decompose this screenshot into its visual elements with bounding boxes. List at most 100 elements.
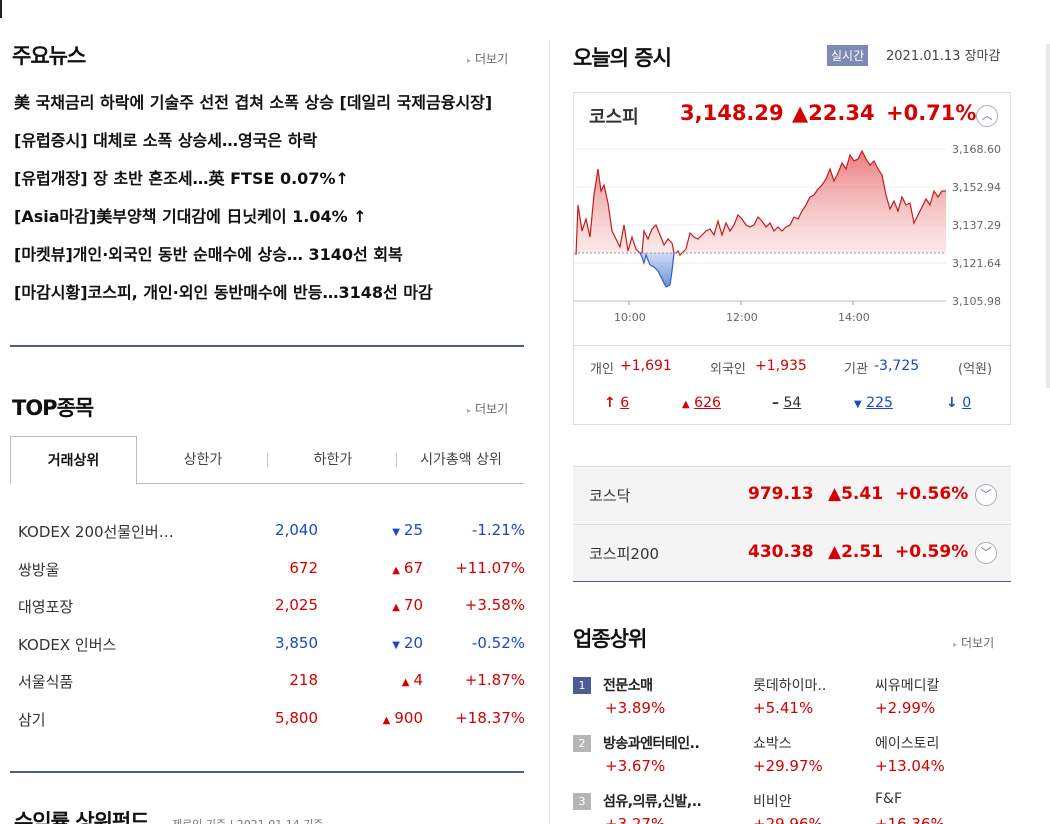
news-item[interactable]: [유럽증시] 대체로 소폭 상승세…영국은 하락 [14,131,318,150]
rise-count[interactable]: ▲ 626 [682,395,721,411]
unit-label: (억원) [958,362,993,377]
x-tick: 12:00 [726,311,758,324]
stock-name[interactable]: 씨유메디칼 [875,678,940,694]
index-list: 코스닥 979.13 ▲5.41 +0.56% ﹀ 코스피200 430.38 … [573,466,1011,582]
foreign-label: 외국인 [710,362,746,377]
right-column: 오늘의 증시 실시간 2021.01.13 장마감 코스피 3,148.29 ▲… [573,0,1013,824]
tab-market-cap[interactable]: 시가총액 상위 [420,452,502,468]
triangle-down-icon: ▼ [392,527,400,538]
industry-row[interactable]: 2 방송과엔터테인.. +3.67% 쇼박스 +29.97% 에이스토리 +13… [573,731,1013,791]
top-more-link[interactable]: ▸ 더보기 [467,402,509,416]
expand-button[interactable]: ﹀ [975,542,997,564]
stock-rate: +29.97% [753,757,823,775]
triangle-up-icon: ▲ [392,602,400,613]
lower-limit-count[interactable]: ↓ 0 [946,395,972,411]
table-row[interactable]: 대영포장 2,025 ▲ 70 +3.58% [18,592,528,630]
stock-change: ▲ 67 [392,558,423,577]
stock-name[interactable]: F&F [875,791,903,807]
stock-change: ▲ 4 [401,671,423,689]
index-name: 코스피200 [589,545,660,563]
chevron-right-icon: ▸ [467,406,472,415]
news-item[interactable]: [마감시황]코스피, 개인·외인 동반매수에 반등…3148선 마감 [14,283,433,302]
stock-price: 2,025 [275,596,318,614]
news-title: 주요뉴스 [12,44,86,68]
triangle-down-icon: ▼ [854,399,862,410]
chart-line-down [639,252,675,288]
y-tick: 3,121.64 [952,257,1001,270]
stock-price: 2,040 [275,521,318,539]
table-row[interactable]: 삼기 5,800 ▲ 900 +18.37% [18,705,528,743]
index-row-kospi200[interactable]: 코스피200 430.38 ▲2.51 +0.59% ﹀ [573,524,1011,581]
index-rate: +0.56% [895,484,969,504]
index-change: ▲5.41 [828,484,884,504]
industry-row[interactable]: 3 섬유,의류,신발,.. +3.27% 비비안 +29.96% F&F +16… [573,789,1013,824]
kospi-chart: 3,168.60 3,152.94 3,137.29 3,121.64 3,10… [574,143,1001,324]
tab-separator [396,453,397,467]
news-item[interactable]: [Asia마감]美부양책 기대감에 日닛케이 1.04% ↑ [14,207,367,226]
news-item[interactable]: 美 국채금리 하락에 기술주 선전 겹쳐 소폭 상승 [데일리 국제금융시장] [14,93,493,112]
fall-count[interactable]: ▼ 225 [854,395,893,411]
industry-rate: +3.27% [605,815,666,824]
stock-change: ▼ 20 [392,633,423,652]
chevron-down-icon: ﹀ [980,488,992,501]
chevron-up-icon: ︿ [981,109,993,122]
y-tick: 3,105.98 [952,295,1001,308]
news-more-link[interactable]: ▸ 더보기 [467,52,509,66]
industry-row[interactable]: 1 전문소매 +3.89% 롯데하이마.. +5.41% 씨유메디칼 +2.99… [573,673,1013,733]
triangle-up-icon: ▲ [682,399,690,410]
flat-count[interactable]: – 54 [772,395,802,411]
stock-name[interactable]: 쇼박스 [753,736,792,752]
collapse-button[interactable]: ︿ [976,105,998,127]
triangle-up-icon: ▲ [392,564,400,576]
top-title: TOP종목 [12,396,94,420]
dash-icon: – [772,395,779,411]
news-item[interactable]: [유럽개장] 장 초반 혼조세…英 FTSE 0.07%↑ [14,169,349,188]
individual-value: +1,691 [620,358,672,374]
edge-bar [0,0,2,18]
industry-name: 섬유,의류,신발,.. [603,794,702,810]
top-tabs: 거래상위 상한가 하한가 시가총액 상위 [10,436,524,485]
industry-rate: +3.89% [605,699,666,717]
tab-volume[interactable]: 거래상위 [10,436,137,485]
stock-name: 서울식품 [18,673,74,691]
upper-limit-count[interactable]: ↑ 6 [604,395,630,411]
index-value: 979.13 [748,484,814,504]
stock-name[interactable]: 에이스토리 [875,736,940,752]
chevron-right-icon: ▸ [953,640,958,649]
y-tick: 3,168.60 [952,143,1001,156]
stock-rate: +11.07% [455,558,525,577]
expand-button[interactable]: ﹀ [975,484,997,506]
index-value: 430.38 [748,542,814,562]
stock-rate: +2.99% [875,699,936,717]
index-row-kosdaq[interactable]: 코스닥 979.13 ▲5.41 +0.56% ﹀ [573,467,1011,524]
stock-price: 3,850 [275,633,318,652]
industry-name: 전문소매 [603,678,653,694]
industry-rate: +3.67% [605,757,666,775]
stock-name[interactable]: 롯데하이마.. [753,678,827,694]
table-row[interactable]: KODEX 200선물인버… 2,040 ▼ 25 -1.21% [18,517,528,555]
x-tick: 10:00 [614,311,646,324]
chart-area-up [576,151,946,255]
section-divider [10,345,524,347]
tab-upper-limit[interactable]: 상한가 [183,452,223,468]
triangle-up-icon: ▲ [382,714,391,726]
arrow-up-icon: ↑ [604,395,616,411]
section-divider [10,771,524,773]
news-item[interactable]: [마켓뷰]개인·외국인 동반 순매수에 상승… 3140선 회복 [14,245,403,264]
kospi-panel: 코스피 3,148.29 ▲22.34 +0.71% ︿ [573,92,1012,425]
kospi-rate: +0.71% [886,101,977,125]
table-row[interactable]: 쌍방울 672 ▲ 67 +11.07% [18,555,528,593]
stock-table: KODEX 200선물인버… 2,040 ▼ 25 -1.21% 쌍방울 672 … [18,517,528,742]
table-row[interactable]: KODEX 인버스 3,850 ▼ 20 -0.52% [18,630,528,668]
scrollbar[interactable] [1046,44,1050,388]
fund-subtitle: 제로인 기준 | 2021.01.14 기준 [172,816,324,824]
stock-rate: +29.96% [753,815,823,824]
industry-more-link[interactable]: ▸ 더보기 [953,636,995,650]
stock-name[interactable]: 비비안 [753,794,792,810]
stock-name: 대영포장 [18,598,74,616]
rank-badge: 2 [573,735,591,752]
tab-lower-limit[interactable]: 하한가 [313,452,353,468]
rank-badge: 1 [573,677,591,694]
stock-name: KODEX 인버스 [18,635,117,654]
table-row[interactable]: 서울식품 218 ▲ 4 +1.87% [18,667,528,705]
